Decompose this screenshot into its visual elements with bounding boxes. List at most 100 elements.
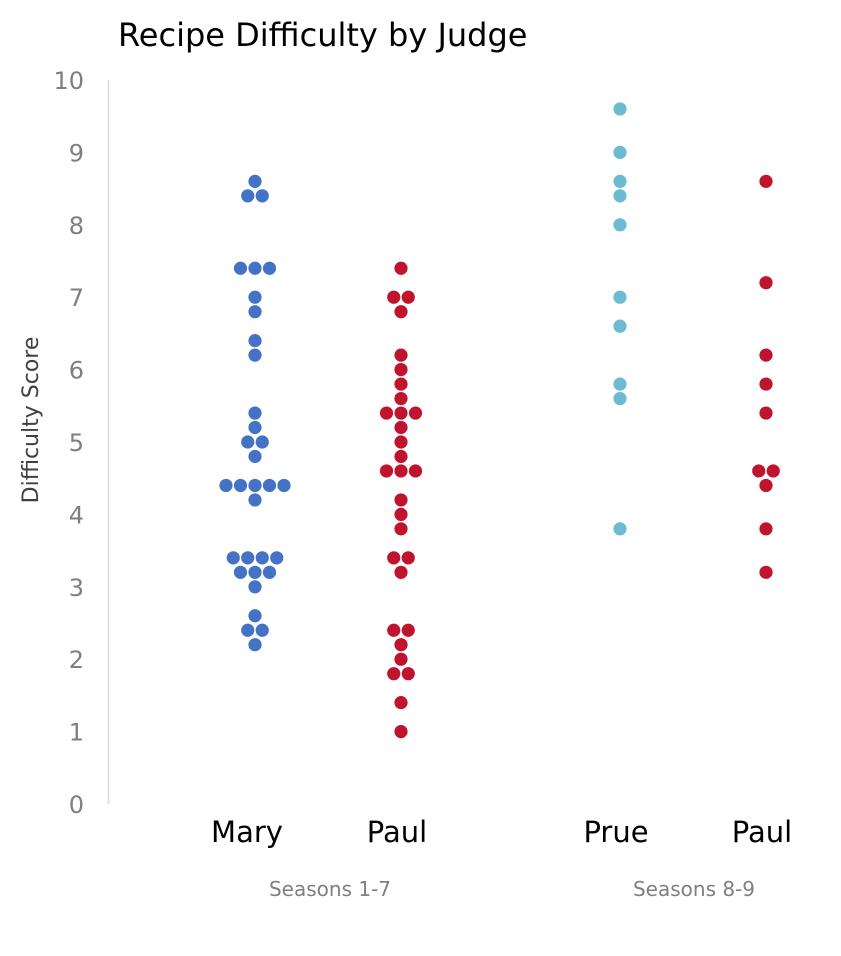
data-point [255, 435, 269, 449]
data-point [241, 435, 255, 449]
data-point [387, 623, 401, 637]
data-point [613, 391, 627, 406]
data-point [248, 174, 262, 188]
data-point [262, 261, 277, 275]
data-point [759, 478, 773, 493]
data-point [226, 551, 240, 565]
data-point [401, 667, 415, 681]
data-point [394, 565, 408, 579]
data-point [233, 478, 248, 493]
data-point [759, 276, 773, 290]
y-tick-label: 9 [69, 139, 84, 167]
data-point [759, 377, 773, 391]
data-point [394, 725, 408, 739]
data-point [394, 435, 408, 449]
data-point [248, 478, 262, 493]
data-point [613, 102, 627, 116]
data-points [219, 102, 780, 739]
data-point [255, 551, 269, 565]
data-point [248, 449, 262, 464]
data-point [379, 406, 394, 420]
data-point [613, 319, 627, 333]
data-point [248, 334, 262, 348]
data-point [613, 189, 627, 203]
group-label: Seasons 1-7 [269, 877, 391, 901]
data-point [759, 174, 773, 188]
data-point [394, 348, 408, 362]
category-label: Paul [367, 815, 427, 849]
data-point [401, 623, 415, 637]
category-label: Mary [211, 815, 283, 849]
data-point [248, 638, 262, 652]
y-tick-label: 6 [69, 357, 84, 385]
data-point [248, 420, 262, 435]
category-label: Paul [732, 815, 792, 849]
data-point [759, 348, 773, 362]
data-point [233, 565, 248, 579]
data-point [379, 464, 394, 478]
y-axis-label: Difficulty Score [19, 337, 44, 504]
data-point [394, 391, 408, 406]
data-point [248, 406, 262, 420]
data-point [408, 406, 423, 420]
y-tick-label: 1 [69, 719, 84, 747]
y-tick-label: 10 [53, 67, 84, 95]
data-point [759, 565, 773, 579]
data-point [394, 261, 408, 275]
data-point [262, 565, 277, 579]
data-point [613, 290, 627, 304]
data-point [394, 377, 408, 391]
data-point [248, 565, 262, 579]
data-point [613, 174, 627, 188]
data-point [394, 493, 408, 507]
data-point [270, 551, 284, 565]
data-point [219, 478, 233, 493]
data-point [613, 145, 627, 159]
category-label: Prue [583, 815, 648, 849]
data-point [248, 290, 262, 304]
data-point [262, 478, 277, 493]
y-tick-label: 3 [69, 574, 84, 602]
data-point [394, 420, 408, 435]
data-point [394, 507, 408, 521]
y-tick-labels: 0 1 2 3 4 5 6 7 8 9 10 [53, 67, 84, 819]
data-point [613, 218, 627, 232]
data-point [241, 623, 255, 637]
data-point [241, 189, 255, 203]
data-point [613, 522, 627, 536]
data-point [766, 464, 780, 478]
data-point [248, 580, 262, 594]
data-point [233, 261, 248, 275]
data-point [394, 449, 408, 464]
data-point [255, 189, 269, 203]
data-point [394, 305, 408, 319]
data-point [394, 363, 408, 377]
data-point [248, 348, 262, 362]
data-point [394, 406, 408, 420]
data-point [401, 551, 415, 565]
chart-title: Recipe Difficulty by Judge [118, 16, 527, 54]
y-tick-label: 4 [69, 501, 84, 529]
data-point [387, 667, 401, 681]
data-point [394, 652, 408, 666]
data-point [277, 478, 291, 493]
data-point [408, 464, 423, 478]
group-labels: Seasons 1-7 Seasons 8-9 [269, 877, 755, 901]
y-tick-label: 5 [69, 429, 84, 457]
data-point [759, 522, 773, 536]
data-point [401, 290, 415, 304]
y-tick-label: 0 [69, 791, 84, 819]
data-point [394, 464, 408, 478]
data-point [394, 696, 408, 710]
data-point [394, 522, 408, 536]
data-point [394, 638, 408, 652]
data-point [241, 551, 255, 565]
data-point [387, 290, 401, 304]
y-tick-label: 8 [69, 212, 84, 240]
y-tick-label: 7 [69, 284, 84, 312]
data-point [248, 609, 262, 623]
data-point [387, 551, 401, 565]
data-point [759, 406, 773, 420]
